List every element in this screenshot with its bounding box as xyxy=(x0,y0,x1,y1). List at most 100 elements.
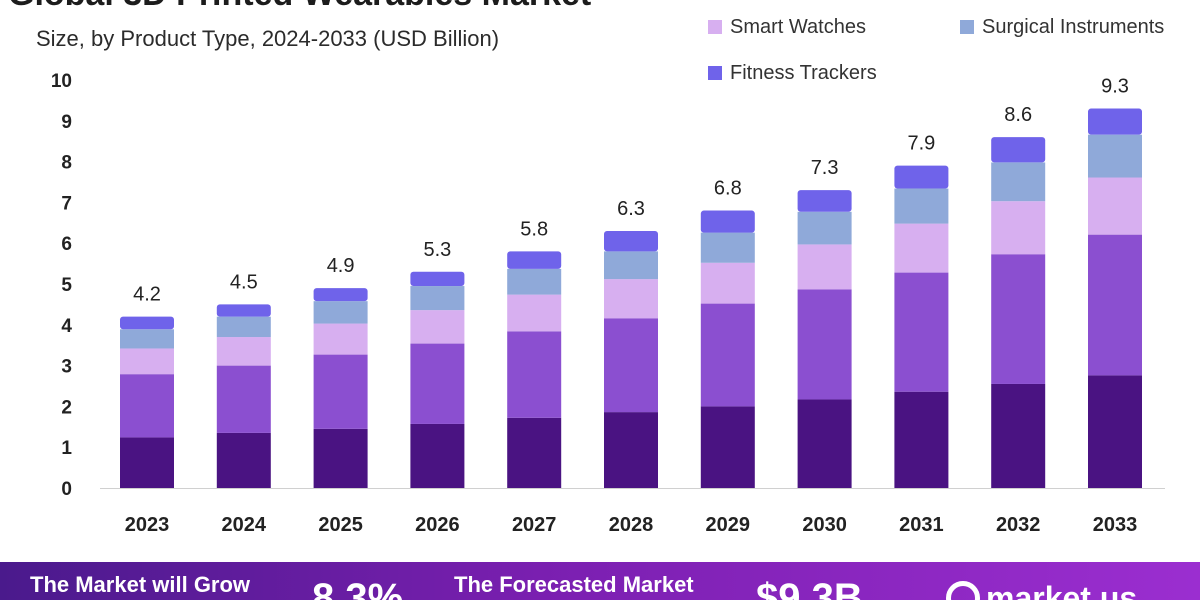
bar-segment-smart-watches xyxy=(991,201,1046,255)
bar-segment-smart-watches xyxy=(797,244,852,290)
bar-segment-surgical-instruments xyxy=(313,301,368,324)
bar-segment-smart-watches xyxy=(120,348,174,375)
bar-segment-smart-watches xyxy=(604,279,658,319)
bar-segment-fitness-trackers xyxy=(216,304,271,317)
y-tick-label: 8 xyxy=(61,153,72,174)
banner-forecast-text: The Forecasted Market xyxy=(454,572,694,597)
bar-segment-surgical-instruments xyxy=(410,286,465,311)
bar-segment-fitness-trackers xyxy=(991,137,1046,163)
bar-segment-segment-1 xyxy=(1088,375,1142,488)
bar-segment-surgical-instruments xyxy=(216,316,271,338)
bar-segment-segment-2 xyxy=(604,318,658,413)
banner-forecast-value: $9.3B xyxy=(756,576,863,600)
bar-segment-segment-1 xyxy=(991,383,1046,488)
bar-segment-smart-watches xyxy=(700,262,755,304)
bar-segment-segment-1 xyxy=(797,399,852,488)
bar-segment-segment-2 xyxy=(797,289,852,400)
legend-swatch-smart-watches xyxy=(708,20,722,34)
bar-total-label: 5.3 xyxy=(423,239,451,261)
bar-total-label: 7.9 xyxy=(907,133,935,155)
bar-segment-smart-watches xyxy=(216,337,271,366)
bar-segment-segment-1 xyxy=(120,437,174,488)
banner-grow-text: The Market will Grow xyxy=(30,572,251,597)
x-tick-label: 2032 xyxy=(996,514,1041,536)
bar-segment-fitness-trackers xyxy=(894,165,949,189)
bar-total-label: 5.8 xyxy=(520,218,548,240)
bar-segment-segment-2 xyxy=(313,354,368,429)
bar-segment-surgical-instruments xyxy=(991,162,1046,202)
legend-swatch-fitness-trackers xyxy=(708,66,722,80)
bar-segment-segment-2 xyxy=(700,303,755,407)
y-tick-label: 0 xyxy=(61,479,72,500)
bar-segment-fitness-trackers xyxy=(700,210,755,233)
x-tick-label: 2029 xyxy=(706,514,751,536)
x-tick-label: 2025 xyxy=(318,514,363,536)
x-tick-label: 2028 xyxy=(609,514,654,536)
y-tick-label: 5 xyxy=(61,275,72,296)
bar-segment-smart-watches xyxy=(1088,177,1142,235)
bar-total-label: 4.9 xyxy=(327,255,355,277)
y-tick-label: 6 xyxy=(61,234,72,255)
bar-segment-surgical-instruments xyxy=(797,211,852,245)
bar-total-label: 8.6 xyxy=(1004,104,1032,126)
legend-item-surgical-instruments: Surgical Instruments xyxy=(960,14,1164,40)
legend-label-fitness-trackers: Fitness Trackers xyxy=(730,62,877,84)
bar-segment-fitness-trackers xyxy=(410,271,465,287)
bar-total-label: 4.5 xyxy=(230,271,258,293)
bar-segment-segment-1 xyxy=(604,412,658,488)
bar-segment-fitness-trackers xyxy=(313,288,368,302)
bar-segment-fitness-trackers xyxy=(797,190,852,212)
bar-segment-segment-1 xyxy=(507,417,562,488)
x-tick-label: 2027 xyxy=(512,514,557,536)
bar-segment-fitness-trackers xyxy=(604,230,658,252)
y-tick-label: 10 xyxy=(51,71,72,92)
x-tick-label: 2033 xyxy=(1093,514,1138,536)
bar-segment-surgical-instruments xyxy=(700,232,755,263)
bar-segment-segment-1 xyxy=(894,391,949,488)
y-tick-label: 9 xyxy=(61,112,72,133)
summary-banner: The Market will Grow 8.3% The Forecasted… xyxy=(0,562,1200,600)
x-tick-label: 2030 xyxy=(802,514,847,536)
bar-segment-segment-2 xyxy=(894,272,949,392)
bar-segment-fitness-trackers xyxy=(507,251,562,269)
bar-segment-segment-2 xyxy=(216,365,271,433)
bar-segment-segment-2 xyxy=(120,374,174,438)
logo-text: market.us xyxy=(986,580,1138,600)
bar-segment-surgical-instruments xyxy=(120,329,174,349)
bar-segment-segment-2 xyxy=(410,343,465,424)
x-tick-label: 2026 xyxy=(415,514,460,536)
chart-subtitle: Size, by Product Type, 2024-2033 (USD Bi… xyxy=(36,26,500,51)
banner-cagr-value: 8.3% xyxy=(312,576,404,600)
market-us-logo-icon xyxy=(946,581,980,600)
bar-total-label: 9.3 xyxy=(1101,76,1129,98)
stacked-bar-chart: 0 1 2 3 4 5 6 7 8 9 10 4.2 2023 4.5 2024 4.9 2025 5.3 2026… xyxy=(51,71,1165,536)
legend-item-fitness-trackers: Fitness Trackers xyxy=(708,60,877,86)
legend-label-surgical-instruments: Surgical Instruments xyxy=(982,16,1165,38)
bar-segment-smart-watches xyxy=(507,294,562,332)
bar-segment-fitness-trackers xyxy=(1088,108,1142,135)
bar-segment-segment-2 xyxy=(991,254,1046,384)
legend-item-smart-watches: Smart Watches xyxy=(708,14,866,40)
bar-segment-fitness-trackers xyxy=(120,316,174,330)
legend-label-smart-watches: Smart Watches xyxy=(730,16,866,38)
bar-segment-segment-2 xyxy=(507,331,562,418)
bar-segment-segment-1 xyxy=(216,432,271,488)
legend-swatch-surgical-instruments xyxy=(960,20,974,34)
bar-segment-segment-2 xyxy=(1088,234,1142,376)
bar-segment-surgical-instruments xyxy=(604,251,658,280)
y-tick-label: 3 xyxy=(61,357,72,378)
bar-segment-surgical-instruments xyxy=(894,188,949,224)
y-tick-label: 4 xyxy=(61,316,72,337)
chart-legend: Smart Watches Surgical Instruments Fitne… xyxy=(706,10,1200,90)
y-tick-label: 7 xyxy=(61,193,72,214)
page-title: Global 3D Printed Wearables Market xyxy=(8,0,591,14)
bar-segment-smart-watches xyxy=(410,310,465,344)
x-tick-label: 2024 xyxy=(222,514,267,536)
bar-segment-segment-1 xyxy=(700,406,755,488)
bar-total-label: 7.3 xyxy=(811,157,839,179)
bar-total-label: 6.8 xyxy=(714,178,742,200)
bar-total-label: 6.3 xyxy=(617,198,645,220)
x-tick-label: 2023 xyxy=(125,514,170,536)
x-tick-label: 2031 xyxy=(899,514,944,536)
bar-total-label: 4.2 xyxy=(133,284,161,306)
